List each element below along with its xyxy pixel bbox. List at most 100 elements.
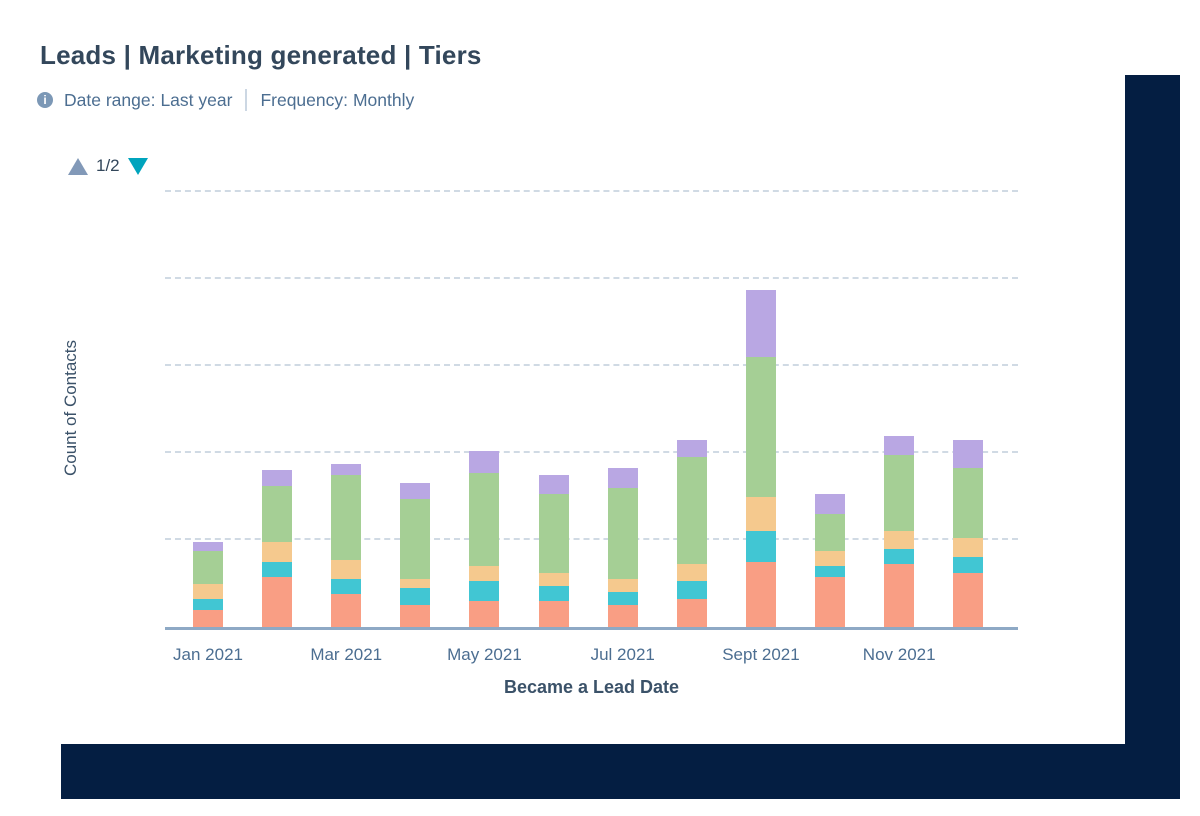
bar-segment-tier-tan[interactable] — [262, 542, 293, 562]
info-icon[interactable]: i — [37, 92, 53, 108]
bar-segment-tier-salmon[interactable] — [815, 576, 846, 627]
bar-segment-tier-teal[interactable] — [538, 585, 569, 601]
gridline — [165, 364, 1018, 366]
page-down-icon[interactable] — [127, 157, 148, 175]
x-tick-label: May 2021 — [447, 645, 522, 664]
bar-segment-tier-green[interactable] — [193, 550, 223, 584]
gridline — [165, 190, 1018, 192]
bar-segment-tier-purple[interactable] — [745, 289, 776, 358]
bar-segment-tier-tan[interactable] — [193, 583, 223, 599]
date-range-filter: Date range: Last year — [64, 90, 232, 111]
bar-dec-2021 — [953, 439, 984, 627]
bar-segment-tier-green[interactable] — [607, 487, 638, 580]
frequency-label: Frequency: — [260, 89, 348, 110]
bar-segment-tier-green[interactable] — [884, 455, 915, 532]
x-axis-tick-labels: Jan 2021 Mar 2021 May 2021 Jul 2021 Sept 202… — [165, 645, 1018, 669]
bar-segment-tier-purple[interactable] — [676, 440, 707, 458]
bar-segment-tier-teal[interactable] — [953, 557, 984, 573]
bar-segment-tier-purple[interactable] — [953, 439, 984, 469]
bar-jun-2021 — [538, 474, 569, 627]
x-axis-title: Became a Lead Date — [503, 677, 680, 697]
bar-segment-tier-purple[interactable] — [331, 463, 362, 475]
bar-segment-tier-tan[interactable] — [331, 559, 362, 580]
bar-segment-tier-teal[interactable] — [469, 581, 500, 601]
bar-segment-tier-salmon[interactable] — [469, 600, 500, 627]
bar-feb-2021 — [262, 470, 293, 627]
bar-aug-2021 — [676, 440, 707, 627]
page-up-icon[interactable] — [68, 157, 88, 175]
bar-segment-tier-salmon[interactable] — [331, 594, 362, 627]
filter-divider — [245, 89, 248, 111]
y-axis-title: Count of Contacts — [61, 339, 80, 477]
date-range-label: Date range: — [64, 89, 156, 110]
bar-segment-tier-purple[interactable] — [607, 468, 638, 488]
frequency-value: Monthly — [352, 89, 415, 110]
x-tick-label: Jul 2021 — [590, 645, 655, 664]
bar-segment-tier-teal[interactable] — [262, 561, 293, 577]
frequency-filter: Frequency: Monthly — [260, 90, 414, 111]
report-title: Leads | Marketing generated | Tiers — [40, 40, 482, 70]
gridline — [165, 538, 1018, 540]
bar-segment-tier-teal[interactable] — [676, 581, 707, 599]
bar-segment-tier-purple[interactable] — [884, 435, 915, 456]
bar-segment-tier-green[interactable] — [331, 474, 362, 560]
bar-segment-tier-teal[interactable] — [331, 579, 362, 595]
bar-segment-tier-green[interactable] — [469, 472, 500, 567]
bar-segment-tier-teal[interactable] — [193, 598, 223, 610]
bar-segment-tier-teal[interactable] — [815, 566, 846, 577]
bar-segment-tier-salmon[interactable] — [745, 561, 776, 627]
series-pager: 1/2 — [68, 156, 148, 176]
bar-segment-tier-purple[interactable] — [469, 450, 500, 473]
bar-apr-2021 — [400, 483, 431, 627]
bar-segment-tier-salmon[interactable] — [400, 605, 431, 627]
bar-segment-tier-teal[interactable] — [745, 531, 776, 562]
page-indicator: 1/2 — [96, 156, 120, 175]
bar-segment-tier-purple[interactable] — [815, 494, 846, 514]
bar-segment-tier-salmon[interactable] — [262, 576, 293, 627]
bar-segment-tier-salmon[interactable] — [884, 563, 915, 627]
bar-segment-tier-purple[interactable] — [400, 483, 431, 499]
bar-segment-tier-purple[interactable] — [538, 474, 569, 495]
bar-segment-tier-green[interactable] — [538, 494, 569, 573]
bar-segment-tier-green[interactable] — [400, 498, 431, 580]
x-tick-label: Nov 2021 — [862, 645, 936, 664]
bar-segment-tier-green[interactable] — [745, 357, 776, 497]
bar-segment-tier-salmon[interactable] — [193, 609, 223, 627]
bar-segment-tier-tan[interactable] — [676, 563, 707, 582]
bar-segment-tier-tan[interactable] — [884, 531, 915, 549]
bar-segment-tier-tan[interactable] — [469, 566, 500, 582]
bar-segment-tier-salmon[interactable] — [607, 605, 638, 627]
bar-segment-tier-green[interactable] — [262, 485, 293, 543]
bar-segment-tier-tan[interactable] — [400, 579, 431, 588]
report-filters: i Date range: Last year Frequency: Monthly — [37, 89, 414, 111]
bar-mar-2021 — [331, 463, 362, 627]
bar-segment-tier-tan[interactable] — [815, 550, 846, 567]
bar-segment-tier-purple[interactable] — [262, 470, 293, 486]
bar-nov-2021 — [884, 435, 915, 627]
date-range-value: Last year — [160, 89, 233, 110]
bar-segment-tier-green[interactable] — [953, 468, 984, 538]
bar-jan-2021 — [193, 542, 223, 627]
gridline — [165, 277, 1018, 279]
x-tick-label: Jan 2021 — [173, 645, 243, 664]
bar-segment-tier-tan[interactable] — [953, 537, 984, 558]
bar-segment-tier-tan[interactable] — [607, 579, 638, 593]
bar-segment-tier-teal[interactable] — [884, 548, 915, 564]
bar-segment-tier-teal[interactable] — [400, 587, 431, 606]
bar-jul-2021 — [607, 468, 638, 627]
bar-segment-tier-tan[interactable] — [745, 496, 776, 532]
bar-segment-tier-tan[interactable] — [538, 572, 569, 586]
bar-segment-tier-salmon[interactable] — [676, 598, 707, 627]
bar-segment-tier-salmon[interactable] — [538, 600, 569, 627]
bar-segment-tier-green[interactable] — [676, 457, 707, 564]
bar-sept-2021 — [745, 289, 776, 627]
bar-may-2021 — [469, 450, 500, 627]
gridline — [165, 451, 1018, 453]
x-tick-label: Sept 2021 — [722, 645, 800, 664]
bar-segment-tier-teal[interactable] — [607, 592, 638, 606]
bar-segment-tier-purple[interactable] — [193, 542, 223, 551]
bar-segment-tier-salmon[interactable] — [953, 572, 984, 627]
bar-segment-tier-green[interactable] — [815, 513, 846, 551]
bar-oct-2021 — [815, 494, 846, 627]
